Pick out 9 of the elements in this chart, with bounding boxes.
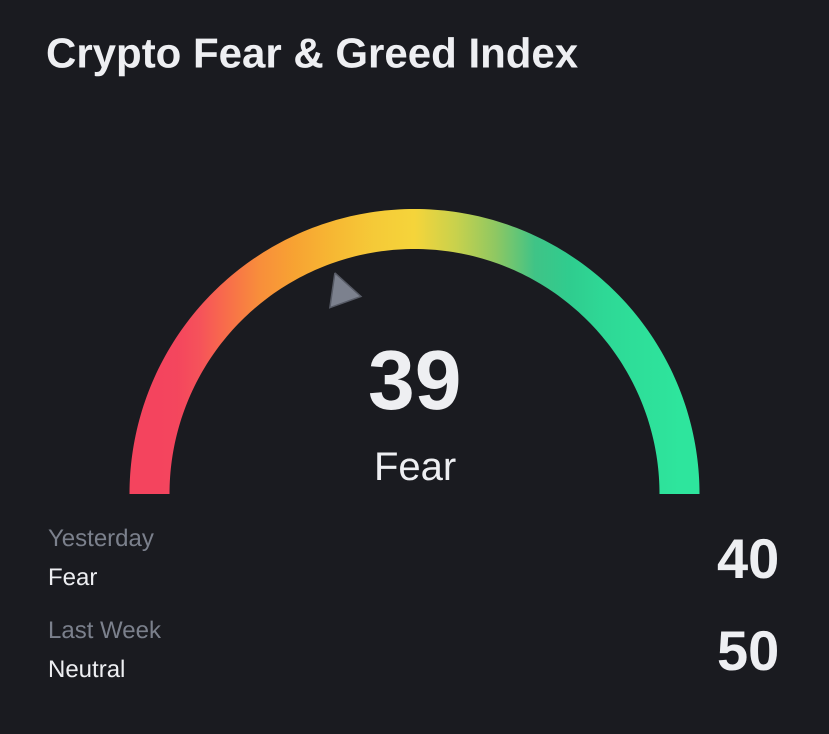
data-label: 40 xyxy=(717,527,780,590)
category-label: Yesterday xyxy=(48,525,154,552)
text: Fear xyxy=(48,564,98,591)
data-label: 50 xyxy=(717,619,780,682)
category-label: Last Week xyxy=(48,617,162,644)
text: Fear xyxy=(374,445,456,489)
text: Neutral xyxy=(48,656,126,683)
text: Crypto Fear & Greed Index xyxy=(46,30,579,77)
data-label: 39 xyxy=(368,333,462,427)
